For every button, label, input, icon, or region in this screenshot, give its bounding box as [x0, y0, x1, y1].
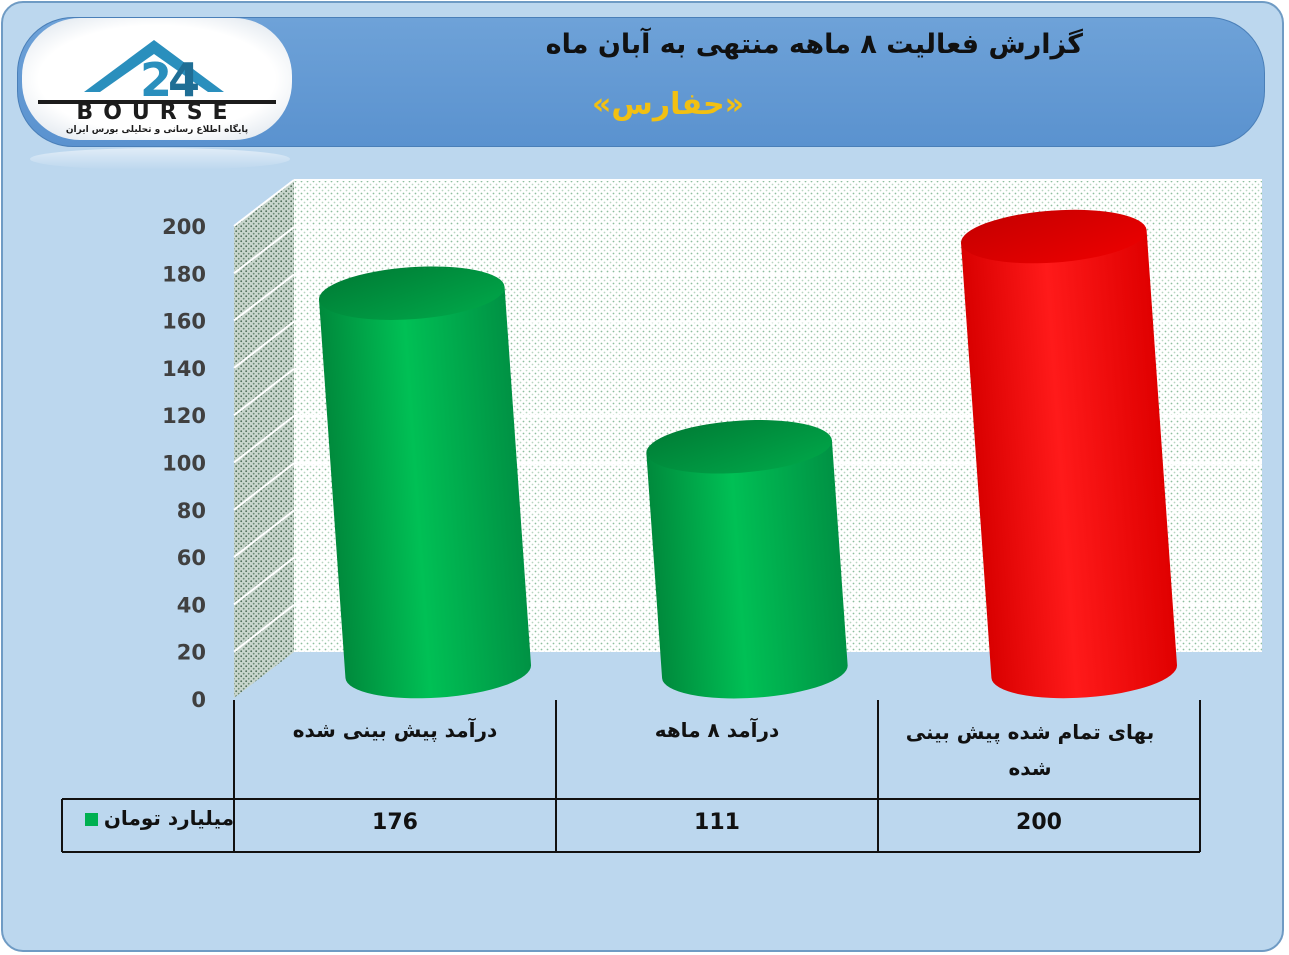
- logo-text: BOURSE: [76, 100, 237, 125]
- table-value-forecast-revenue: 176: [372, 810, 418, 835]
- legend-entry: میلیارد تومان: [64, 806, 234, 846]
- bar-top: [318, 266, 505, 320]
- chart-title: گزارش فعالیت ۸ ماهه منتهی به آبان ماه: [545, 29, 1083, 60]
- bourse24-logo: 2 4 BOURSE پایگاه اطلاع رسانی و تحلیلی ب…: [22, 18, 292, 140]
- table-value-8-month-revenue: 111: [694, 810, 740, 835]
- logo-tagline: پایگاه اطلاع رسانی و تحلیلی بورس ایران: [66, 123, 248, 135]
- bar-top: [961, 209, 1147, 264]
- y-tick-label: 20: [177, 641, 206, 665]
- bar-cylinder: [318, 266, 532, 699]
- y-tick-label: 160: [162, 310, 206, 334]
- bar-body: [646, 440, 848, 699]
- y-tick-label: 40: [177, 593, 206, 617]
- legend-series-name: میلیارد تومان: [103, 806, 234, 830]
- bar-cylinder: [961, 209, 1177, 699]
- y-tick-label: 180: [162, 262, 206, 286]
- legend-swatch-icon: [84, 813, 98, 826]
- gridline-side: [233, 273, 295, 322]
- svg-text:2: 2: [140, 53, 172, 107]
- bars: [318, 209, 1177, 699]
- gridline-side: [233, 604, 295, 653]
- y-tick-label: 140: [162, 357, 206, 381]
- y-tick-label: 200: [162, 215, 206, 239]
- svg-text:4: 4: [168, 53, 200, 107]
- y-axis: 0 20 40 60 80 100 120 140 160 180 200: [162, 215, 206, 712]
- y-tick-label: 120: [162, 404, 206, 428]
- gridline-side: [233, 509, 295, 558]
- y-tick-label: 0: [191, 688, 206, 712]
- y-tick-label: 80: [177, 499, 206, 523]
- table-value-forecast-cost: 200: [1016, 810, 1062, 835]
- gridline-side: [233, 320, 295, 369]
- logo-mark-icon: 2 4 BOURSE پایگاه اطلاع رسانی و تحلیلی ب…: [38, 40, 276, 135]
- gridline-side: [233, 179, 295, 227]
- bar-body: [961, 230, 1177, 699]
- chart-subtitle: «حفارس»: [592, 87, 744, 122]
- gridline-side: [233, 462, 295, 511]
- category-label-8-month-revenue: درآمد ۸ ماهه: [654, 718, 780, 742]
- y-tick-label: 100: [162, 452, 206, 476]
- gridline-side: [233, 415, 295, 464]
- category-label-forecast-revenue: درآمد پیش بینی شده: [292, 718, 498, 742]
- bar-body: [318, 286, 532, 699]
- gridline-side: [233, 226, 295, 275]
- bar-top: [646, 420, 832, 474]
- gridline-side: [233, 556, 295, 606]
- gridline-side: [233, 368, 295, 416]
- bar-cylinder: [646, 420, 848, 699]
- data-table-grid: [61, 700, 1201, 853]
- y-tick-label: 60: [177, 546, 206, 570]
- logo-reflection: [30, 148, 290, 170]
- category-label-forecast-cost: بهای تمام شده پیش بینی شده: [905, 720, 1155, 780]
